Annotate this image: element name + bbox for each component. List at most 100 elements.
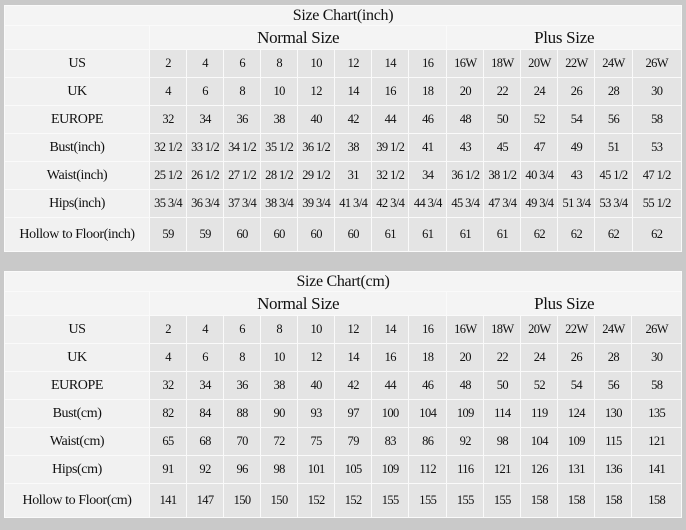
table-cell: 45 1/2 (594, 161, 633, 190)
table-cell: 20 (446, 343, 485, 372)
row-label: EUROPE (3, 105, 151, 134)
row-label: EUROPE (3, 371, 151, 400)
table-row: Waist(inch) 25 1/2 26 1/2 27 1/2 28 1/2 29 1/… (3, 161, 682, 190)
corner-cell (3, 291, 151, 316)
table-cell: 56 (594, 105, 633, 134)
table-cell: 16 (408, 315, 448, 344)
table-cell: 91 (149, 455, 188, 484)
table-row: Hollow to Floor(inch) 59 59 60 60 60 60 61 61 61 6… (3, 217, 682, 252)
table-cell: 6 (186, 77, 225, 106)
table-cell: 52 (520, 371, 559, 400)
table-cell: 16 (371, 343, 410, 372)
table-cell: 68 (186, 427, 225, 456)
table-cell: 10 (297, 315, 336, 344)
size-chart-cm: Size Chart(cm) Normal Size Plus Size US 2 4 6 8… (3, 271, 682, 518)
table-cell: 22W (557, 49, 596, 78)
table-cell: 59 (149, 217, 188, 252)
table-cell: 98 (260, 455, 299, 484)
table-cell: 121 (631, 427, 682, 456)
table-cell: 35 1/2 (260, 133, 299, 162)
table-row: US 2 4 6 8 10 12 14 16 16W 18W 20W 22W 24W 26W (3, 49, 682, 78)
table-cell: 44 (371, 371, 410, 400)
table-cell: 38 3/4 (260, 189, 299, 218)
table-cell: 158 (557, 483, 596, 518)
table-cell: 56 (594, 371, 633, 400)
table-cell: 16 (408, 49, 448, 78)
table-cell: 50 (483, 105, 522, 134)
table-cell: 114 (483, 399, 522, 428)
table-row: EUROPE 32 34 36 38 40 42 44 46 48 50 52 54 56 58 (3, 105, 682, 134)
table-cell: 39 1/2 (371, 133, 410, 162)
table-cell: 33 1/2 (186, 133, 225, 162)
table-cell: 12 (297, 343, 336, 372)
group-normal-size: Normal Size (149, 25, 448, 50)
group-header-row: Normal Size Plus Size (3, 291, 682, 316)
group-header-row: Normal Size Plus Size (3, 25, 682, 50)
table-cell: 4 (186, 315, 225, 344)
table-cell: 16W (446, 49, 485, 78)
table-cell: 12 (297, 77, 336, 106)
table-cell: 104 (520, 427, 559, 456)
table-cell: 28 1/2 (260, 161, 299, 190)
row-label: Hips(cm) (3, 455, 151, 484)
table-cell: 53 (631, 133, 682, 162)
table-cell: 2 (149, 315, 188, 344)
table-cell: 152 (297, 483, 336, 518)
table-row: Hollow to Floor(cm) 141 147 150 150 152 152 155… (3, 483, 682, 518)
table-cell: 41 (408, 133, 448, 162)
table-cell: 124 (557, 399, 596, 428)
table-cell: 150 (260, 483, 299, 518)
table-row: Bust(inch) 32 1/2 33 1/2 34 1/2 35 1/2 36 1/2… (3, 133, 682, 162)
table-cell: 109 (371, 455, 410, 484)
table-cell: 14 (334, 77, 373, 106)
table-cell: 58 (631, 105, 682, 134)
table-cell: 24W (594, 315, 633, 344)
table-cell: 45 (483, 133, 522, 162)
size-chart-inch: Size Chart(inch) Normal Size Plus Size US 2 4… (3, 5, 682, 252)
row-label: Waist(cm) (3, 427, 151, 456)
table-cell: 141 (149, 483, 188, 518)
table-cell: 40 3/4 (520, 161, 559, 190)
table-cell: 28 (594, 77, 633, 106)
table-cell: 98 (483, 427, 522, 456)
table-cell: 32 (149, 371, 188, 400)
table-cell: 60 (260, 217, 299, 252)
table-cell: 4 (186, 49, 225, 78)
row-label: Bust(cm) (3, 399, 151, 428)
table-cell: 50 (483, 371, 522, 400)
table-cell: 47 (520, 133, 559, 162)
table-cell: 150 (223, 483, 262, 518)
table-cell: 8 (260, 49, 299, 78)
table-cell: 61 (371, 217, 410, 252)
table-cell: 51 3/4 (557, 189, 596, 218)
table-cell: 49 3/4 (520, 189, 559, 218)
table-cell: 22W (557, 315, 596, 344)
table-cell: 25 1/2 (149, 161, 188, 190)
table-cell: 92 (186, 455, 225, 484)
table-cell: 18 (408, 343, 448, 372)
table-cell: 38 (334, 133, 373, 162)
table-cell: 126 (520, 455, 559, 484)
table-cell: 136 (594, 455, 633, 484)
table-cell: 61 (483, 217, 522, 252)
table-cell: 16W (446, 315, 485, 344)
table-cell: 10 (260, 343, 299, 372)
table-cell: 18W (483, 49, 522, 78)
table-cell: 6 (223, 315, 262, 344)
table-cell: 141 (631, 455, 682, 484)
table-cell: 40 (297, 105, 336, 134)
table-cell: 8 (223, 343, 262, 372)
table-cell: 36 1/2 (297, 133, 336, 162)
table-cell: 88 (223, 399, 262, 428)
table-cell: 116 (446, 455, 485, 484)
table-cell: 8 (223, 77, 262, 106)
row-label: Bust(inch) (3, 133, 151, 162)
table-cell: 26 (557, 77, 596, 106)
table-cell: 96 (223, 455, 262, 484)
table-cell: 155 (483, 483, 522, 518)
row-label: Waist(inch) (3, 161, 151, 190)
table-cell: 6 (186, 343, 225, 372)
corner-cell (3, 25, 151, 50)
group-plus-size: Plus Size (446, 291, 682, 316)
table-row: Bust(cm) 82 84 88 90 93 97 100 104 109 114 119 124 13… (3, 399, 682, 428)
